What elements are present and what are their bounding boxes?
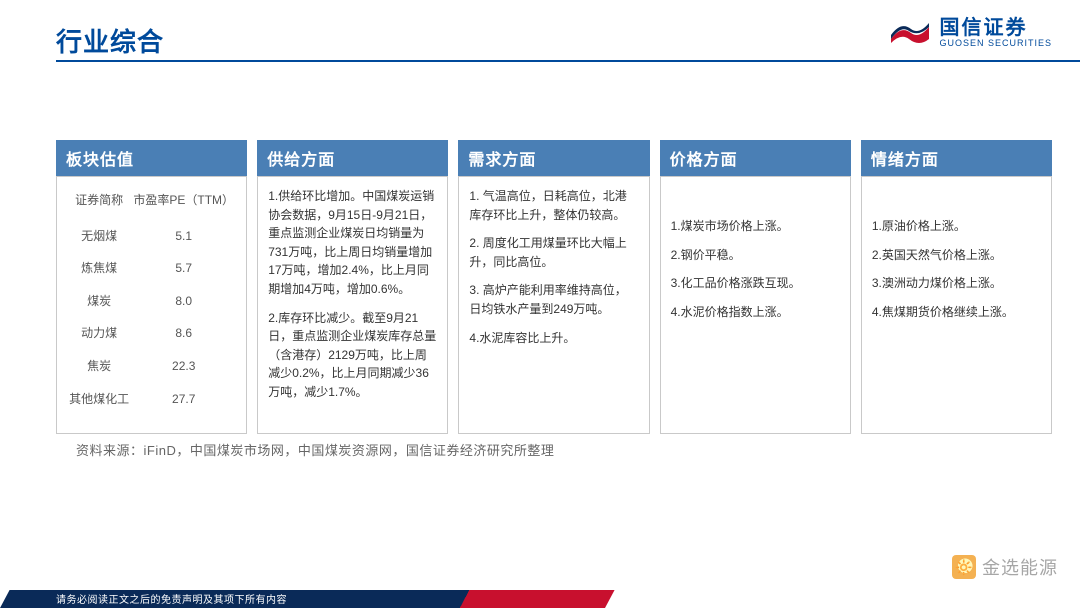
list-item: 1.供给环比增加。中国煤炭运销协会数据，9月15日-9月21日，重点监测企业煤炭…: [268, 187, 437, 299]
table-col-0: 证券简称: [67, 187, 131, 220]
list-item: 2.英国天然气价格上涨。: [872, 246, 1041, 265]
panel-body: 1.煤炭市场价格上涨。 2.钢价平稳。 3.化工品价格涨跌互现。 4.水泥价格指…: [660, 176, 851, 434]
brand-logo-text: 国信证券 GUOSEN SECURITIES: [939, 18, 1052, 48]
panel-supply: 供给方面 1.供给环比增加。中国煤炭运销协会数据，9月15日-9月21日，重点监…: [257, 140, 448, 434]
brand-logo: 国信证券 GUOSEN SECURITIES: [889, 18, 1052, 48]
list-item: 4.焦煤期货价格继续上涨。: [872, 303, 1041, 322]
panel-heading: 板块估值: [56, 140, 247, 176]
list-item: 1.原油价格上涨。: [872, 217, 1041, 236]
panel-sentiment: 情绪方面 1.原油价格上涨。 2.英国天然气价格上涨。 3.澳洲动力煤价格上涨。…: [861, 140, 1052, 434]
brand-logo-mark: [889, 19, 931, 47]
list-item: 1.煤炭市场价格上涨。: [671, 217, 840, 236]
list-item: 3. 高炉产能利用率维持高位，日均铁水产量到249万吨。: [469, 281, 638, 318]
header-rule: [56, 60, 1080, 62]
source-line: 资料来源：iFinD，中国煤炭市场网，中国煤炭资源网，国信证券经济研究所整理: [76, 440, 554, 459]
list-item: 4.水泥库容比上升。: [469, 329, 638, 348]
list-item: 3.澳洲动力煤价格上涨。: [872, 274, 1041, 293]
table-row: 炼焦煤5.7: [67, 252, 236, 285]
panel-demand: 需求方面 1. 气温高位，日耗高位，北港库存环比上升，整体仍较高。 2. 周度化…: [458, 140, 649, 434]
table-row: 动力煤8.6: [67, 317, 236, 350]
table-row: 煤炭8.0: [67, 285, 236, 318]
panel-valuation: 板块估值 证券简称 市盈率PE（TTM） 无烟煤5.1 炼焦煤5.7 煤炭8.0…: [56, 140, 247, 434]
table-col-1: 市盈率PE（TTM）: [131, 187, 236, 220]
valuation-table: 证券简称 市盈率PE（TTM） 无烟煤5.1 炼焦煤5.7 煤炭8.0 动力煤8…: [67, 187, 236, 415]
table-row: 无烟煤5.1: [67, 220, 236, 253]
brand-logo-en: GUOSEN SECURITIES: [939, 39, 1052, 48]
panel-row: 板块估值 证券简称 市盈率PE（TTM） 无烟煤5.1 炼焦煤5.7 煤炭8.0…: [56, 140, 1052, 434]
page-title: 行业综合: [56, 22, 164, 59]
list-item: 4.水泥价格指数上涨。: [671, 303, 840, 322]
brand-logo-cn: 国信证券: [939, 18, 1052, 39]
list-item: 2.钢价平稳。: [671, 246, 840, 265]
list-item: 3.化工品价格涨跌互现。: [671, 274, 840, 293]
table-row: 焦炭22.3: [67, 350, 236, 383]
list-item: 1. 气温高位，日耗高位，北港库存环比上升，整体仍较高。: [469, 187, 638, 224]
panel-body: 证券简称 市盈率PE（TTM） 无烟煤5.1 炼焦煤5.7 煤炭8.0 动力煤8…: [56, 176, 247, 434]
panel-price: 价格方面 1.煤炭市场价格上涨。 2.钢价平稳。 3.化工品价格涨跌互现。 4.…: [660, 140, 851, 434]
slide-root: 行业综合 国信证券 GUOSEN SECURITIES 板块估值 证券简称: [0, 0, 1080, 608]
panel-body: 1. 气温高位，日耗高位，北港库存环比上升，整体仍较高。 2. 周度化工用煤量环…: [458, 176, 649, 434]
panel-heading: 需求方面: [458, 140, 649, 176]
panel-heading: 情绪方面: [861, 140, 1052, 176]
panel-heading: 供给方面: [257, 140, 448, 176]
panel-heading: 价格方面: [660, 140, 851, 176]
footer: 请务必阅读正文之后的免责声明及其项下所有内容: [0, 568, 1080, 608]
list-item: 2. 周度化工用煤量环比大幅上升，同比高位。: [469, 234, 638, 271]
panel-body: 1.供给环比增加。中国煤炭运销协会数据，9月15日-9月21日，重点监测企业煤炭…: [257, 176, 448, 434]
list-item: 2.库存环比减少。截至9月21日，重点监测企业煤炭库存总量（含港存）2129万吨…: [268, 309, 437, 402]
footer-disclaimer: 请务必阅读正文之后的免责声明及其项下所有内容: [56, 591, 287, 606]
panel-body: 1.原油价格上涨。 2.英国天然气价格上涨。 3.澳洲动力煤价格上涨。 4.焦煤…: [861, 176, 1052, 434]
table-row: 其他煤化工27.7: [67, 383, 236, 416]
